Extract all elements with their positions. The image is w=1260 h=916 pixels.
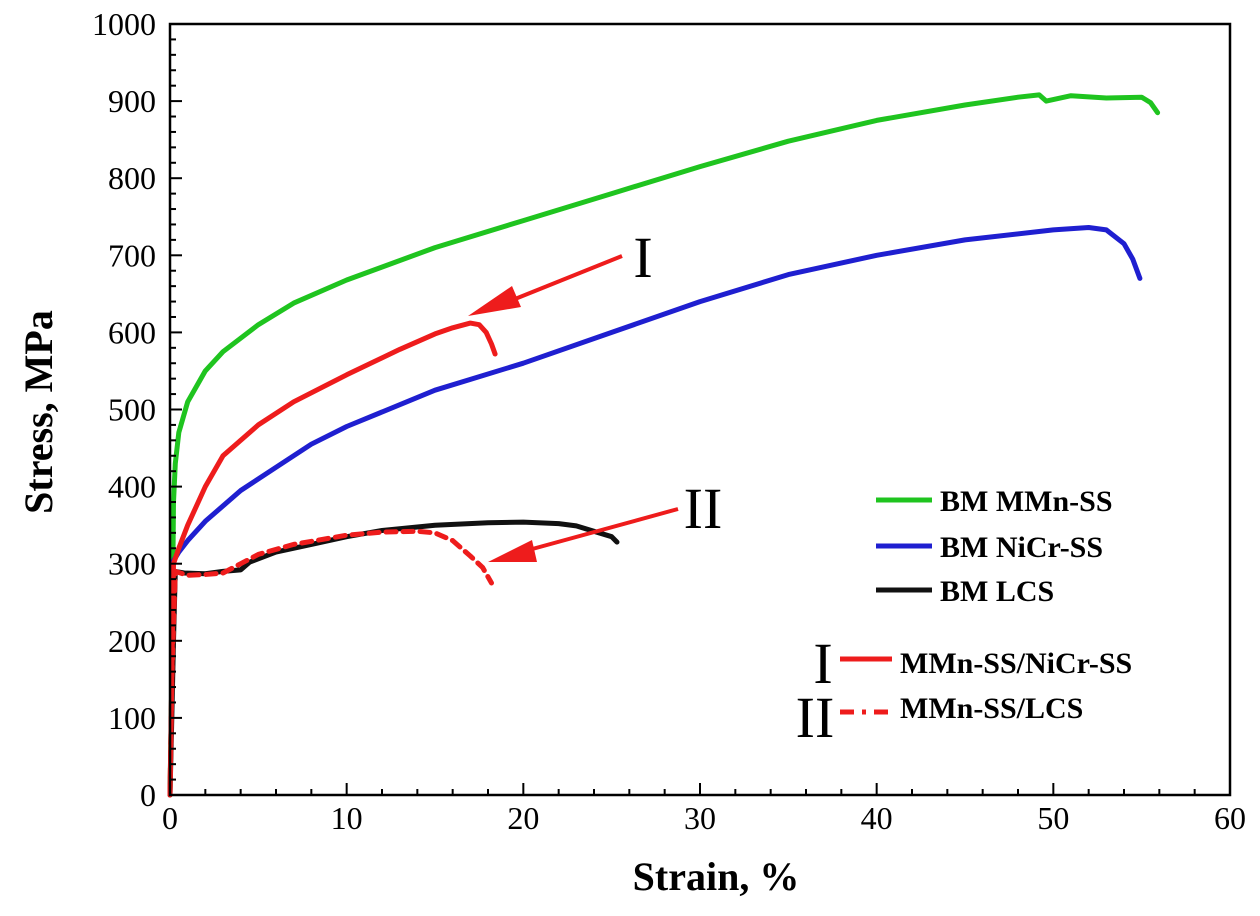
y-tick-label: 400 [108, 469, 156, 505]
y-tick-label: 300 [108, 546, 156, 582]
annotation-ii-label: II [684, 476, 723, 541]
y-tick-label: 600 [108, 314, 156, 350]
y-tick-label: 100 [108, 700, 156, 736]
series-line-bm-nicr-ss [169, 225, 1143, 567]
legend-label-bm-mmn-ss: BM MMn-SS [940, 485, 1113, 518]
legend-label-mmn-ss-lcs: MMn-SS/LCS [900, 692, 1083, 725]
x-ticks: 0 10 20 30 40 50 60 [162, 783, 1246, 836]
annotation-i-label: I [633, 225, 652, 290]
y-tick-label: 1000 [92, 6, 156, 42]
series-line-mmn-ss-nicr-ss [167, 320, 498, 798]
y-tick-label: 900 [108, 83, 156, 119]
legend-entry-bm-lcs: BM LCS [876, 575, 1054, 608]
x-tick-label: 60 [1214, 800, 1246, 836]
annotation-i-arrow [504, 254, 623, 305]
x-tick-label: 10 [331, 800, 363, 836]
x-tick-label: 40 [861, 800, 893, 836]
x-tick-label: 20 [507, 800, 539, 836]
y-axis-title: Stress, MPa [16, 310, 61, 514]
legend-label-bm-lcs: BM LCS [940, 575, 1054, 608]
y-tick-label: 200 [108, 623, 156, 659]
y-tick-label: 0 [140, 777, 156, 813]
legend-entry-mmn-ss-nicr-ss: I MMn-SS/NiCr-SS [813, 631, 1132, 696]
series-group [167, 92, 1161, 798]
legend-marker-ii: II [796, 685, 835, 750]
y-tick-label: 700 [108, 237, 156, 273]
legend-entry-bm-nicr-ss: BM NiCr-SS [876, 531, 1103, 564]
legend-entry-bm-mmn-ss: BM MMn-SS [876, 485, 1113, 518]
x-tick-label: 50 [1037, 800, 1069, 836]
annotation-i: I [468, 225, 653, 316]
y-ticks: 0 100 200 300 400 500 600 700 800 900 1000 [92, 6, 182, 813]
series-line-mmn-ss-lcs [167, 528, 494, 798]
legend-label-mmn-ss-nicr-ss: MMn-SS/NiCr-SS [900, 647, 1132, 680]
series-line-bm-mmn-ss [167, 92, 1161, 798]
x-axis-title: Strain, % [633, 854, 800, 899]
y-tick-label: 500 [108, 392, 156, 428]
x-tick-label: 30 [684, 800, 716, 836]
legend-marker-i: I [813, 631, 832, 696]
annotation-ii: II [488, 476, 722, 562]
legend: BM MMn-SS BM NiCr-SS BM LCS I MMn-SS/NiC… [796, 485, 1133, 750]
annotation-i-arrowhead [468, 286, 521, 316]
y-tick-label: 800 [108, 160, 156, 196]
annotation-ii-arrowhead [488, 540, 537, 562]
legend-entry-mmn-ss-lcs: II MMn-SS/LCS [796, 685, 1084, 750]
annotation-ii-arrow [524, 507, 679, 553]
x-tick-label: 0 [162, 800, 178, 836]
legend-label-bm-nicr-ss: BM NiCr-SS [940, 531, 1103, 564]
